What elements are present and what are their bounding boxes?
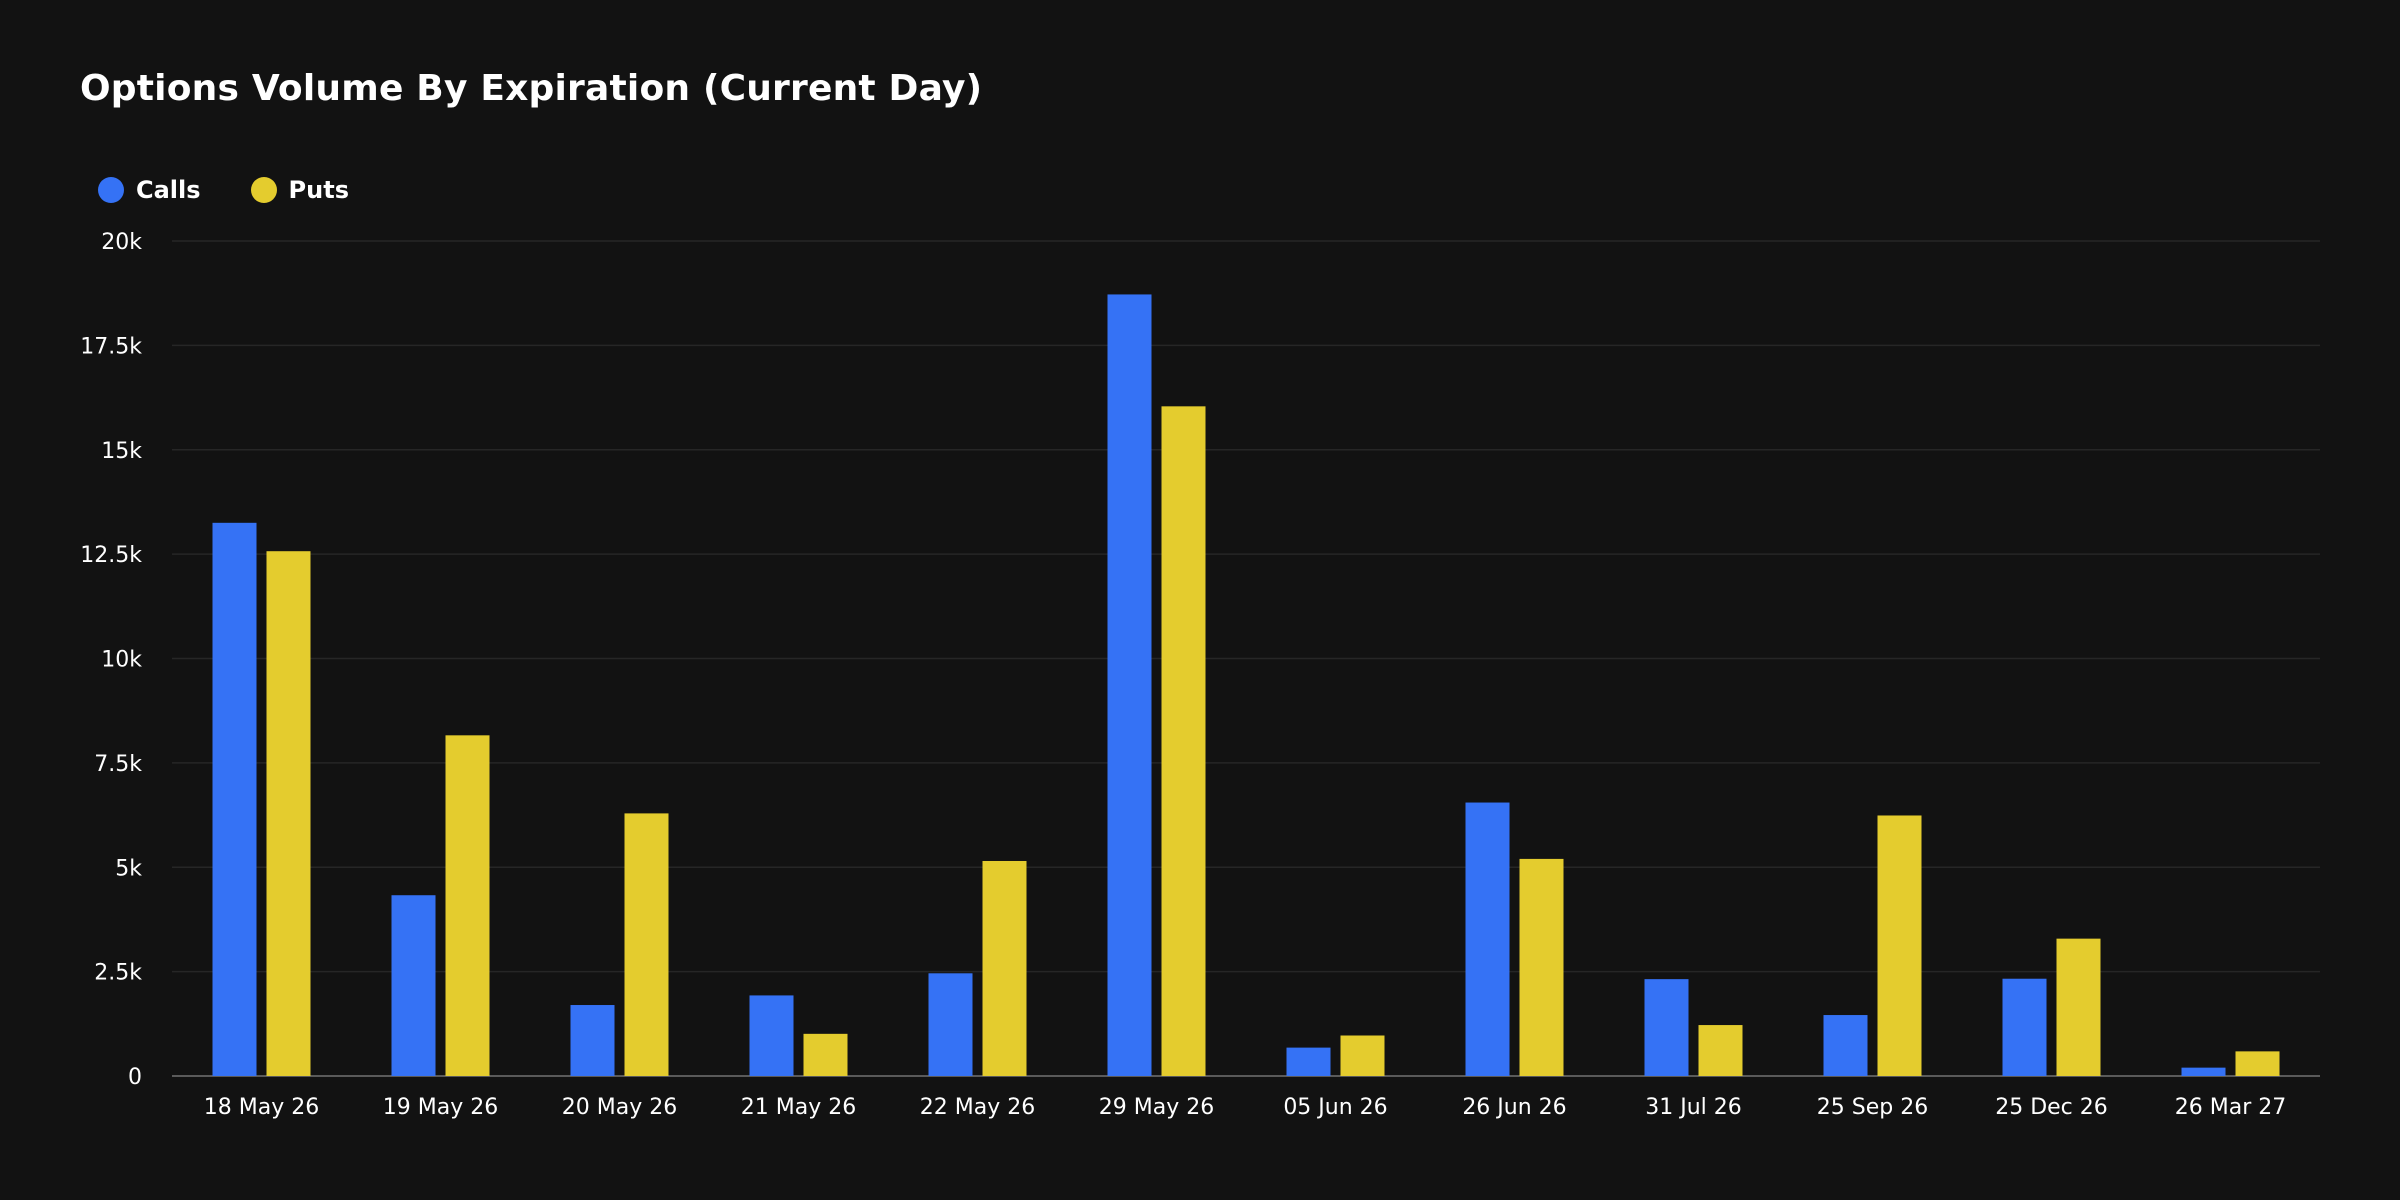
bar-calls[interactable]: [1644, 979, 1689, 1076]
bar-calls[interactable]: [391, 895, 436, 1076]
legend-item-calls[interactable]: Calls: [98, 176, 201, 204]
bar-calls[interactable]: [212, 522, 257, 1076]
x-tick-label: 26 Jun 26: [1462, 1095, 1566, 1120]
bar-puts[interactable]: [624, 813, 669, 1076]
y-tick-label: 2.5k: [94, 961, 142, 986]
x-tick-label: 19 May 26: [383, 1095, 498, 1120]
x-tick-label: 18 May 26: [204, 1095, 319, 1120]
y-tick-label: 7.5k: [94, 752, 142, 777]
bar-puts[interactable]: [803, 1033, 848, 1076]
x-tick-label: 31 Jul 26: [1645, 1095, 1742, 1120]
legend-label-puts: Puts: [288, 176, 349, 204]
y-tick-label: 20k: [101, 230, 142, 255]
bar-puts[interactable]: [2235, 1051, 2280, 1076]
bar-calls[interactable]: [1823, 1015, 1868, 1076]
x-tick-label: 26 Mar 27: [2175, 1095, 2286, 1120]
bar-puts[interactable]: [2056, 938, 2101, 1076]
bar-puts[interactable]: [1340, 1035, 1385, 1076]
chart-title: Options Volume By Expiration (Current Da…: [80, 68, 983, 109]
x-tick-label: 29 May 26: [1099, 1095, 1214, 1120]
y-tick-label: 5k: [115, 856, 142, 881]
y-tick-label: 15k: [101, 439, 142, 464]
bar-puts[interactable]: [982, 860, 1027, 1076]
y-tick-label: 17.5k: [80, 334, 142, 359]
bar-puts[interactable]: [445, 735, 490, 1076]
y-tick-label: 0: [128, 1065, 142, 1090]
x-tick-label: 20 May 26: [562, 1095, 677, 1120]
bar-calls[interactable]: [570, 1005, 615, 1076]
bar-calls[interactable]: [2181, 1067, 2226, 1076]
x-tick-label: 21 May 26: [741, 1095, 856, 1120]
legend-label-calls: Calls: [136, 176, 201, 204]
x-tick-label: 22 May 26: [920, 1095, 1035, 1120]
bar-puts[interactable]: [266, 551, 311, 1076]
bar-calls[interactable]: [749, 995, 794, 1076]
legend-item-puts[interactable]: Puts: [250, 176, 349, 204]
bar-puts[interactable]: [1698, 1025, 1743, 1076]
bar-calls[interactable]: [1465, 802, 1510, 1076]
legend-dot-puts: [250, 177, 277, 203]
x-tick-label: 05 Jun 26: [1283, 1095, 1387, 1120]
bar-puts[interactable]: [1519, 858, 1564, 1076]
bar-puts[interactable]: [1877, 815, 1922, 1076]
x-tick-label: 25 Dec 26: [1995, 1095, 2108, 1120]
bar-calls[interactable]: [928, 973, 973, 1076]
x-tick-label: 25 Sep 26: [1817, 1095, 1928, 1120]
bar-puts[interactable]: [1161, 406, 1206, 1077]
legend-dot-calls: [98, 177, 124, 203]
bar-calls[interactable]: [1107, 294, 1152, 1076]
y-tick-label: 10k: [101, 648, 142, 673]
legend: Calls Puts: [98, 176, 399, 204]
y-tick-label: 12.5k: [80, 543, 142, 568]
bar-calls[interactable]: [1286, 1047, 1331, 1076]
bar-calls[interactable]: [2002, 978, 2047, 1076]
